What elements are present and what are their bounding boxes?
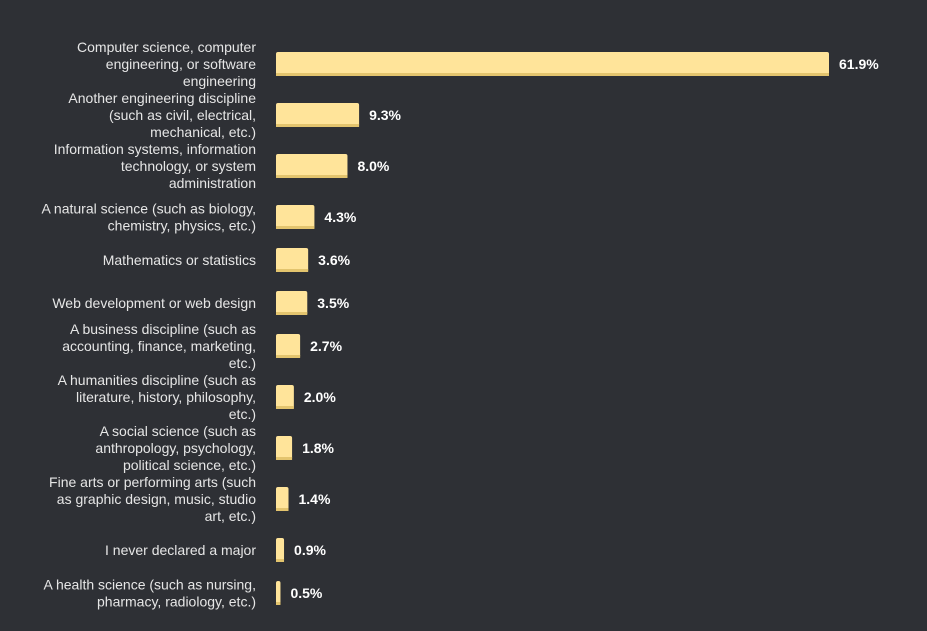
bar-shadow (276, 124, 360, 127)
category-label-5: Web development or web design (52, 295, 256, 311)
bar-8 (276, 436, 293, 460)
value-label-6: 2.7% (310, 338, 342, 354)
category-label-line: A humanities discipline (such as (58, 372, 256, 388)
category-label-3: A natural science (such as biology, chemi… (41, 201, 256, 234)
category-label-line: etc.) (229, 406, 256, 422)
category-label-line: Computer science, computer (77, 39, 256, 55)
value-label-10: 0.9% (294, 542, 326, 558)
category-label-line: literature, history, philosophy, (76, 389, 256, 405)
bar-shadow (276, 312, 308, 315)
value-label-9: 1.4% (299, 491, 331, 507)
bar-shadow (276, 508, 289, 511)
category-label-line: Mathematics or statistics (103, 252, 256, 268)
value-label-2: 8.0% (357, 158, 389, 174)
category-label-line: chemistry, physics, etc.) (108, 218, 256, 234)
bar-shadow (276, 355, 301, 358)
value-label-7: 2.0% (304, 389, 336, 405)
value-label-4: 3.6% (318, 252, 350, 268)
bar-fill (276, 291, 308, 315)
bar-shadow (276, 226, 315, 229)
value-label-11: 0.5% (290, 585, 322, 601)
bar-6 (276, 334, 301, 358)
value-label-5: 3.5% (317, 295, 349, 311)
bar-shadow (276, 175, 348, 178)
value-label-8: 1.8% (302, 440, 334, 456)
category-label-line: administration (169, 175, 256, 191)
category-label-line: technology, or system (121, 158, 256, 174)
category-label-line: art, etc.) (205, 508, 256, 524)
value-labels-layer: 61.9% 9.3% 8.0% 4.3% 3.6% 3.5% 2.7% 2.0% 1.8% 1.4… (290, 56, 879, 601)
category-label-line: mechanical, etc.) (150, 124, 256, 140)
category-label-line: accounting, finance, marketing, (62, 338, 256, 354)
bar-fill (276, 581, 281, 605)
bars-layer (276, 52, 829, 605)
category-label-10: I never declared a major (105, 542, 256, 558)
category-label-line: engineering, or software (106, 56, 256, 72)
bar-shadow (276, 406, 294, 409)
category-label-line: A social science (such as (100, 423, 256, 439)
category-label-line: etc.) (229, 355, 256, 371)
category-label-line: political science, etc.) (123, 457, 256, 473)
category-label-2: Information systems, information technolo… (54, 141, 256, 191)
bar-fill (276, 334, 301, 358)
value-label-1: 9.3% (369, 107, 401, 123)
bar-fill (276, 436, 293, 460)
bar-5 (276, 291, 308, 315)
category-label-line: anthropology, psychology, (95, 440, 256, 456)
bar-fill (276, 103, 360, 127)
category-label-7: A humanities discipline (such as literatu… (58, 372, 256, 422)
category-label-line: A natural science (such as biology, (41, 201, 256, 217)
category-label-9: Fine arts or performing arts (such as gra… (49, 474, 256, 524)
category-label-line: Fine arts or performing arts (such (49, 474, 256, 490)
category-label-line: as graphic design, music, studio (57, 491, 256, 507)
category-label-line: pharmacy, radiology, etc.) (97, 594, 256, 610)
bar-shadow (276, 559, 285, 562)
bar-4 (276, 248, 309, 272)
bar-1 (276, 103, 360, 127)
category-label-6: A business discipline (such as accounting… (62, 321, 256, 371)
category-label-0: Computer science, computer engineering, o… (77, 39, 256, 89)
bar-10 (276, 538, 285, 562)
category-label-line: I never declared a major (105, 542, 256, 558)
category-label-8: A social science (such as anthropology, p… (95, 423, 256, 473)
bar-shadow (276, 457, 293, 460)
bar-fill (276, 52, 829, 76)
bar-fill (276, 205, 315, 229)
category-label-line: Web development or web design (52, 295, 256, 311)
category-label-4: Mathematics or statistics (103, 252, 256, 268)
bar-7 (276, 385, 294, 409)
value-label-3: 4.3% (324, 209, 356, 225)
bar-shadow (276, 602, 281, 605)
category-label-1: Another engineering discipline (such as c… (68, 90, 256, 140)
category-label-line: engineering (183, 73, 256, 89)
bar-shadow (276, 269, 309, 272)
bar-3 (276, 205, 315, 229)
bar-2 (276, 154, 348, 178)
category-label-line: A business discipline (such as (70, 321, 256, 337)
category-label-line: Information systems, information (54, 141, 256, 157)
bar-shadow (276, 73, 829, 76)
bar-fill (276, 385, 294, 409)
bar-fill (276, 248, 309, 272)
bar-9 (276, 487, 289, 511)
category-label-line: Another engineering discipline (68, 90, 256, 106)
category-label-line: A health science (such as nursing, (44, 577, 256, 593)
bar-fill (276, 487, 289, 511)
category-label-11: A health science (such as nursing, pharma… (44, 577, 256, 610)
bar-0 (276, 52, 829, 76)
bar-fill (276, 538, 285, 562)
bar-fill (276, 154, 348, 178)
category-labels-layer: Computer science, computer engineering, o… (41, 39, 256, 610)
bar-11 (276, 581, 281, 605)
value-label-0: 61.9% (839, 56, 879, 72)
category-label-line: (such as civil, electrical, (109, 107, 256, 123)
